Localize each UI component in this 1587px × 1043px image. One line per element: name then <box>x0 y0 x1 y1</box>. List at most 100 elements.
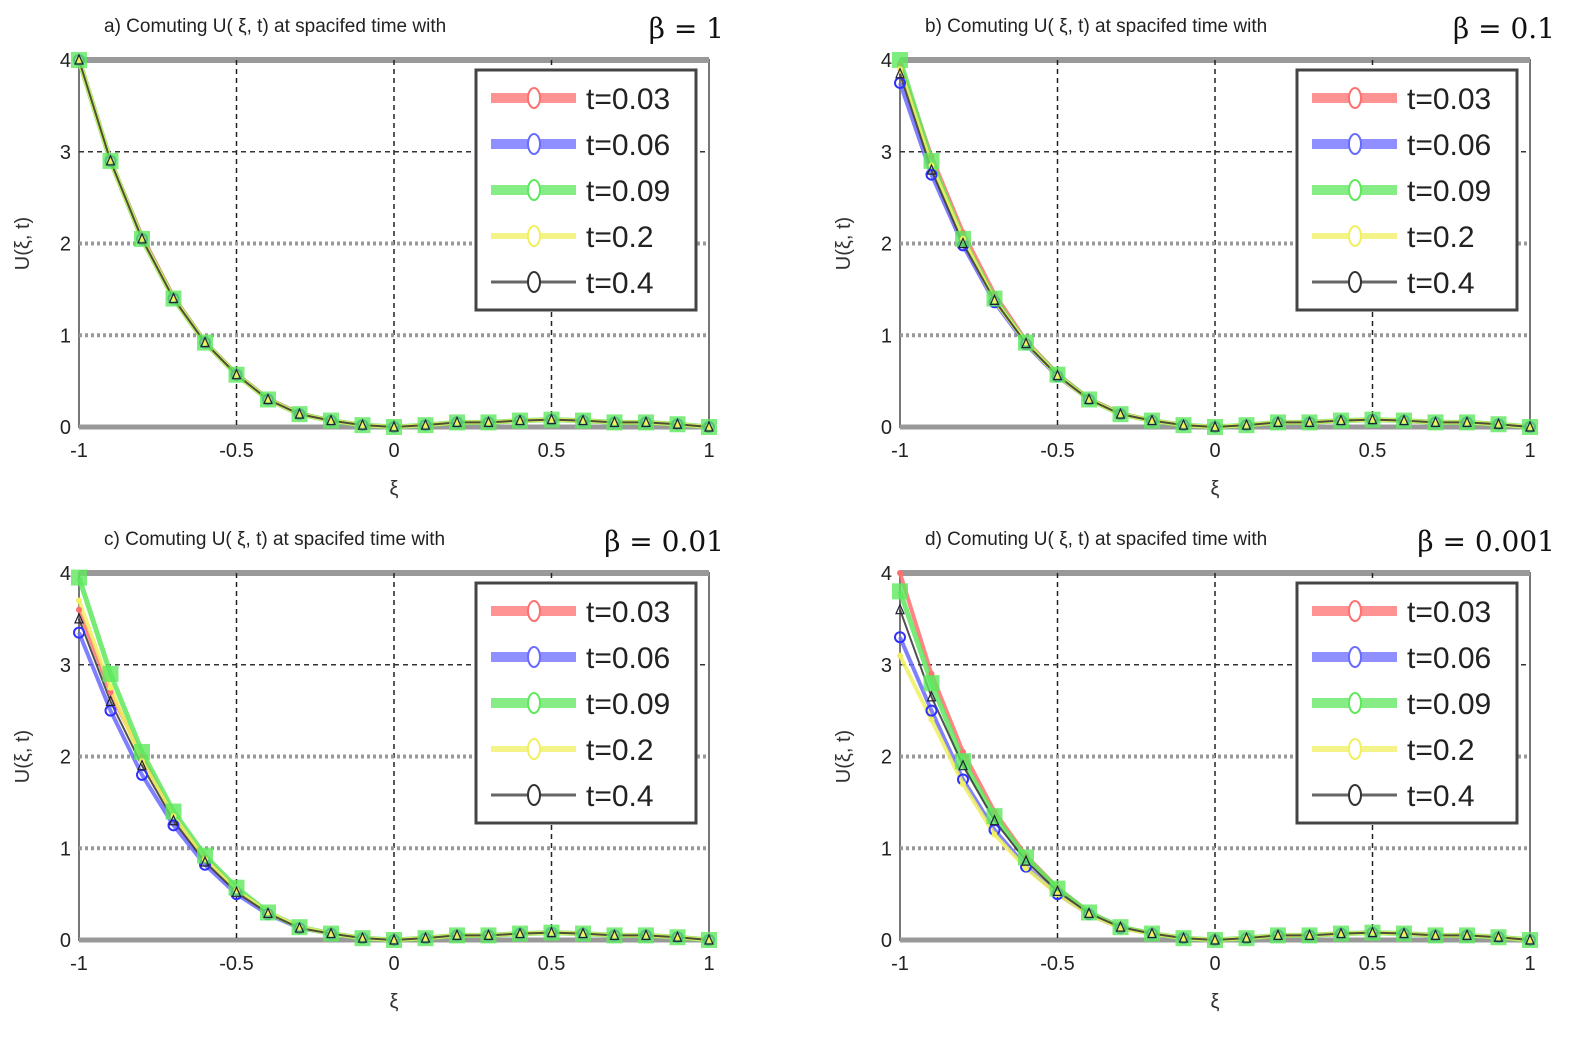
x-tick-label: 0 <box>388 953 399 975</box>
data-point-marker <box>389 933 399 945</box>
data-point-marker <box>1241 931 1252 943</box>
data-point-marker <box>925 168 938 181</box>
x-tick-label: 0.5 <box>1359 440 1387 462</box>
data-point-marker <box>1021 337 1031 349</box>
data-point-marker <box>1304 415 1315 428</box>
legend-marker <box>527 784 541 806</box>
data-point-marker <box>420 931 431 943</box>
data-point-marker <box>641 928 651 941</box>
beta-label: β = 0.01 <box>604 525 724 558</box>
y-tick-label: 1 <box>60 838 71 860</box>
legend-marker <box>1348 692 1362 714</box>
legend-marker <box>527 646 541 668</box>
x-tick-label: 0 <box>388 440 399 462</box>
x-tick-label: 1 <box>703 440 714 462</box>
data-point-marker <box>894 631 906 644</box>
data-point-marker <box>263 392 273 405</box>
data-point-marker <box>73 626 85 639</box>
y-axis-label: U(ξ, t) <box>12 217 34 270</box>
data-point-marker <box>294 407 305 419</box>
beta-label: β = 1 <box>649 12 724 45</box>
data-point-marker <box>134 743 150 760</box>
legend-marker <box>1348 179 1362 201</box>
beta-label: β = 0.001 <box>1417 525 1555 558</box>
data-point-marker <box>925 704 938 717</box>
data-point-marker <box>420 418 431 430</box>
legend-marker <box>1348 784 1362 806</box>
data-point-marker <box>672 930 683 942</box>
y-tick-label: 1 <box>60 325 71 347</box>
data-point-marker <box>76 597 82 604</box>
y-tick-label: 0 <box>60 417 71 439</box>
data-point-marker <box>923 152 940 169</box>
data-point-marker <box>74 612 84 624</box>
data-point-marker <box>1084 392 1094 405</box>
legend-label: t=0.03 <box>586 83 670 116</box>
data-point-marker <box>928 716 935 723</box>
data-point-marker <box>1304 928 1315 941</box>
data-point-marker <box>1084 906 1094 918</box>
x-tick-label: 0.5 <box>538 953 566 975</box>
data-point-marker <box>609 928 620 941</box>
legend-label: t=0.03 <box>1407 83 1491 116</box>
data-point-marker <box>102 665 119 682</box>
legend: t=0.03 t=0.06 t=0.09 t=0.2 t=0.4 <box>474 68 698 312</box>
legend-label: t=0.06 <box>1407 642 1491 675</box>
legend-label: t=0.03 <box>1407 596 1491 629</box>
data-point-marker <box>991 831 998 838</box>
y-tick-label: 2 <box>881 747 892 769</box>
data-point-marker <box>105 694 116 707</box>
data-point-marker <box>165 803 182 820</box>
legend-label: t=0.03 <box>586 596 670 629</box>
x-tick-label: -0.5 <box>1040 440 1074 462</box>
legend-label: t=0.09 <box>586 175 670 208</box>
legend-marker <box>1348 133 1362 155</box>
x-tick-label: 1 <box>1524 953 1535 975</box>
y-tick-label: 3 <box>881 142 892 164</box>
data-point-marker <box>1023 865 1029 872</box>
legend-label: t=0.06 <box>586 129 670 162</box>
y-tick-label: 4 <box>881 50 892 72</box>
x-tick-label: -0.5 <box>1040 953 1074 975</box>
legend-marker <box>527 692 541 714</box>
data-point-marker <box>1178 418 1189 430</box>
data-point-marker <box>1210 933 1220 945</box>
x-tick-label: -1 <box>70 953 88 975</box>
data-point-marker <box>1493 417 1504 429</box>
data-point-marker <box>105 154 116 166</box>
subplot-c: c) Comuting U( ξ, t) at spacifed time wi… <box>12 525 724 1013</box>
data-point-marker <box>515 927 525 939</box>
data-point-marker <box>1525 420 1535 432</box>
data-point-marker <box>452 928 462 941</box>
legend-label: t=0.09 <box>1407 175 1491 208</box>
data-point-marker <box>1367 926 1378 938</box>
data-point-marker <box>546 926 557 938</box>
subplot-title: b) Comuting U( ξ, t) at spacifed time wi… <box>925 16 1267 37</box>
legend-label: t=0.2 <box>1407 221 1475 254</box>
data-point-marker <box>294 921 305 933</box>
data-point-marker <box>958 237 968 249</box>
legend-label: t=0.2 <box>586 221 654 254</box>
legend-marker <box>1348 738 1362 760</box>
data-point-marker <box>515 414 525 426</box>
x-axis-label: ξ <box>390 478 399 500</box>
y-tick-label: 3 <box>881 655 892 677</box>
y-tick-label: 4 <box>60 50 71 72</box>
legend: t=0.03 t=0.06 t=0.09 t=0.2 t=0.4 <box>1295 581 1519 825</box>
data-point-marker <box>892 52 908 68</box>
y-tick-label: 3 <box>60 655 71 677</box>
data-point-marker <box>107 684 114 691</box>
legend-marker <box>1348 646 1362 668</box>
x-tick-label: 1 <box>703 953 714 975</box>
x-tick-label: 0 <box>1209 953 1220 975</box>
data-point-marker <box>137 759 147 771</box>
y-tick-label: 2 <box>60 747 71 769</box>
x-tick-label: 0 <box>1209 440 1220 462</box>
y-tick-label: 0 <box>881 930 892 952</box>
data-point-marker <box>1367 413 1378 425</box>
y-tick-label: 4 <box>60 563 71 585</box>
x-tick-label: -0.5 <box>219 953 253 975</box>
data-point-marker <box>76 606 82 613</box>
legend-marker <box>1348 87 1362 109</box>
data-point-marker <box>958 759 968 771</box>
